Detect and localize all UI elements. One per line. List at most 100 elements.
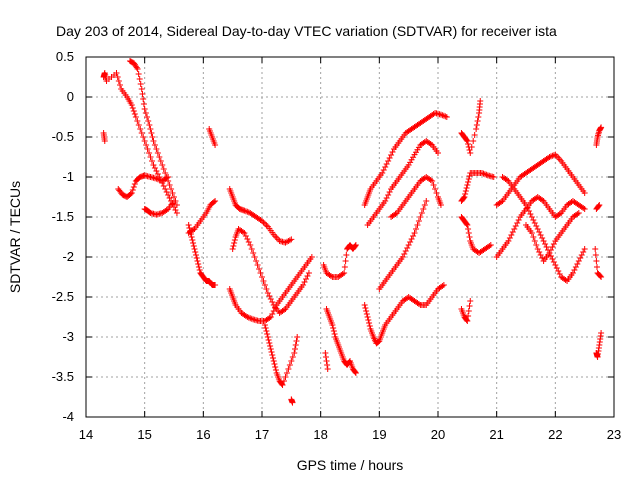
data-point	[534, 226, 541, 232]
data-point	[130, 108, 137, 114]
series-track-w	[493, 194, 588, 260]
data-point	[464, 222, 471, 228]
data-point	[343, 252, 350, 258]
data-point	[173, 210, 180, 216]
data-point	[166, 182, 173, 188]
data-point	[259, 218, 265, 224]
data-point	[244, 236, 251, 242]
data-point	[598, 124, 605, 131]
data-point	[539, 235, 546, 241]
data-point	[173, 202, 180, 208]
data-point	[194, 258, 201, 264]
x-tick-label: 22	[548, 427, 562, 442]
data-point	[154, 176, 161, 183]
data-point	[385, 158, 392, 164]
data-point	[263, 328, 270, 334]
data-point	[129, 187, 136, 193]
data-point	[150, 162, 157, 168]
data-point	[264, 290, 271, 296]
data-point	[386, 155, 393, 161]
data-point	[304, 273, 311, 279]
data-point	[366, 320, 373, 326]
data-point	[342, 258, 349, 264]
data-point	[577, 255, 584, 261]
y-tick-label: -3.5	[52, 369, 74, 384]
data-point	[465, 226, 472, 232]
data-point	[466, 234, 473, 240]
data-point	[430, 182, 437, 188]
data-point	[555, 268, 562, 274]
data-point	[165, 174, 172, 180]
data-point	[139, 91, 146, 97]
data-point	[113, 70, 120, 76]
data-point	[462, 188, 469, 194]
data-point	[266, 315, 273, 321]
data-point	[288, 358, 295, 364]
data-point	[463, 185, 470, 191]
data-point	[163, 189, 170, 195]
data-point	[323, 358, 330, 364]
data-point	[479, 170, 485, 176]
y-tick-label: -0.5	[52, 129, 74, 144]
data-point	[151, 142, 158, 148]
data-point	[286, 237, 293, 244]
data-point	[546, 154, 553, 160]
data-point	[254, 262, 261, 268]
y-tick-label: -1.5	[52, 209, 74, 224]
data-point	[562, 277, 569, 283]
data-point	[547, 153, 554, 160]
data-point	[595, 203, 602, 209]
data-point	[265, 337, 272, 343]
data-point	[251, 254, 258, 260]
data-point	[137, 126, 144, 132]
y-tick-label: -1	[62, 169, 74, 184]
series-track-c	[100, 130, 172, 200]
data-point	[512, 223, 519, 229]
data-point	[483, 171, 490, 178]
data-point	[481, 171, 488, 178]
data-point	[460, 195, 467, 201]
data-point	[245, 314, 252, 321]
data-point	[288, 236, 295, 243]
data-point	[466, 303, 473, 309]
data-point	[490, 174, 497, 180]
data-point	[300, 282, 307, 288]
data-point	[285, 366, 292, 372]
data-point	[171, 198, 177, 204]
data-point	[536, 249, 543, 255]
series-track-g	[226, 186, 295, 246]
data-point	[308, 254, 315, 260]
data-point	[272, 364, 279, 370]
data-point	[530, 217, 537, 223]
data-point	[141, 138, 148, 144]
series-track-v	[493, 151, 588, 208]
data-point	[154, 171, 161, 177]
data-point	[534, 246, 541, 252]
data-point	[464, 138, 471, 144]
data-point	[525, 208, 532, 214]
data-point	[149, 134, 156, 140]
x-tick-label: 23	[607, 427, 621, 442]
data-point	[539, 197, 546, 203]
data-point	[552, 262, 559, 268]
data-point	[101, 138, 108, 144]
data-point	[264, 331, 271, 337]
axis-ticks: 14 15 16 17 18 19 20 21 22 23 0.5 0 -0.5 -1 -1.5 -2 -2.5…	[52, 49, 622, 442]
data-point	[537, 232, 544, 238]
data-point	[415, 301, 422, 307]
data-point	[259, 274, 265, 280]
data-point	[471, 132, 478, 138]
data-point	[474, 118, 481, 124]
data-point	[581, 190, 588, 196]
data-point	[286, 362, 293, 368]
data-point	[291, 350, 298, 356]
data-point	[339, 271, 346, 277]
data-point	[475, 114, 482, 120]
data-point	[162, 170, 169, 176]
data-point	[506, 235, 513, 241]
data-point	[407, 159, 414, 166]
data-point	[465, 230, 472, 236]
data-point	[162, 186, 169, 192]
data-point	[539, 255, 546, 261]
data-point	[547, 247, 554, 253]
